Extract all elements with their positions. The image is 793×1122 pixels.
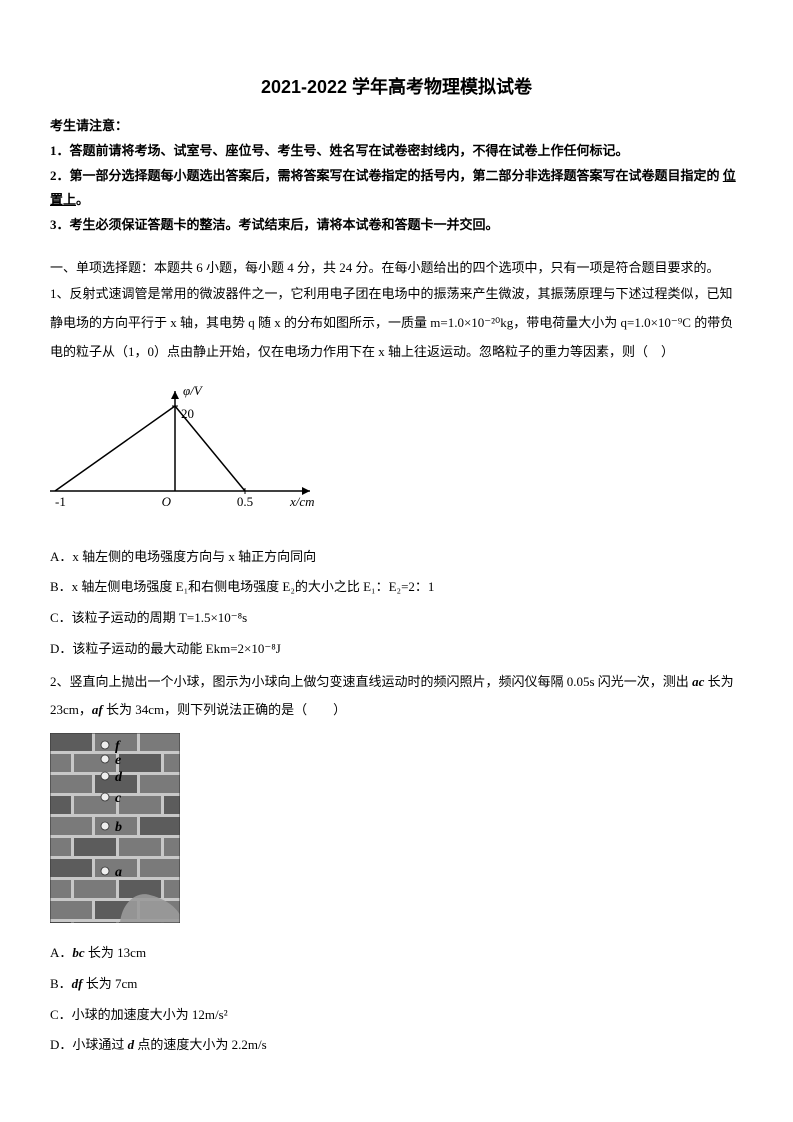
q2-text-pre: 2、竖直向上抛出一个小球，图示为小球向上做匀变速直线运动时的频闪照片，频闪仪每隔… — [50, 674, 692, 689]
svg-text:d: d — [115, 770, 123, 785]
svg-text:a: a — [115, 865, 122, 880]
q2-option-c: C．小球的加速度大小为 12m/s² — [50, 1003, 743, 1028]
q1-option-d: D．该粒子运动的最大动能 Ekm=2×10⁻⁸J — [50, 637, 743, 662]
svg-text:O: O — [162, 494, 172, 509]
notice-header: 考生请注意： — [50, 114, 743, 139]
q2-option-b: B．df 长为 7cm — [50, 972, 743, 997]
q2-optd-pre: D．小球通过 — [50, 1037, 128, 1052]
notice-item-2: 2．第一部分选择题每小题选出答案后，需将答案写在试卷指定的括号内，第二部分非选择… — [50, 164, 743, 213]
photo-svg: fedcba — [50, 733, 180, 923]
q2-var-af: af — [92, 702, 103, 717]
notice-item-1: 1．答题前请将考场、试室号、座位号、考生号、姓名写在试卷密封线内，不得在试卷上作… — [50, 139, 743, 164]
q2-var-ac: ac — [692, 674, 704, 689]
question-2-text: 2、竖直向上抛出一个小球，图示为小球向上做匀变速直线运动时的频闪照片，频闪仪每隔… — [50, 668, 743, 725]
question-2-figure: fedcba — [50, 733, 743, 932]
notice-item-2-pre: 2．第一部分选择题每小题选出答案后，需将答案写在试卷指定的括号内，第二部分非选择… — [50, 168, 720, 183]
svg-text:e: e — [115, 753, 121, 768]
page-title: 2021-2022 学年高考物理模拟试卷 — [50, 70, 743, 104]
q2-optb-pre: B． — [50, 976, 72, 991]
q2-opta-pre: A． — [50, 945, 72, 960]
question-1-figure: φ/V 20 O -1 0.5 x/cm — [50, 376, 743, 535]
q1-option-a: A．x 轴左侧的电场强度方向与 x 轴正方向同向 — [50, 545, 743, 570]
graph-svg: φ/V 20 O -1 0.5 x/cm — [50, 376, 330, 526]
q2-text-mid2: 长为 34cm，则下列说法正确的是（ ） — [103, 702, 346, 717]
svg-text:b: b — [115, 820, 122, 835]
svg-text:0.5: 0.5 — [237, 494, 253, 509]
q2-optb-var: df — [72, 976, 83, 991]
notice-block: 考生请注意： 1．答题前请将考场、试室号、座位号、考生号、姓名写在试卷密封线内，… — [50, 114, 743, 237]
section-1-intro: 一、单项选择题：本题共 6 小题，每小题 4 分，共 24 分。在每小题给出的四… — [50, 256, 743, 281]
svg-text:20: 20 — [181, 406, 194, 421]
svg-text:x/cm: x/cm — [289, 494, 315, 509]
q2-option-d: D．小球通过 d 点的速度大小为 2.2m/s — [50, 1033, 743, 1058]
svg-text:c: c — [115, 791, 122, 806]
notice-item-2-post: 。 — [76, 192, 89, 207]
q2-opta-var: bc — [72, 945, 84, 960]
q1-option-b: B．x 轴左侧电场强度 E₁和右侧电场强度 E₂的大小之比 E₁：E₂=2：1 — [50, 575, 743, 600]
notice-item-3: 3．考生必须保证答题卡的整洁。考试结束后，请将本试卷和答题卡一并交回。 — [50, 213, 743, 238]
svg-text:φ/V: φ/V — [183, 383, 204, 398]
question-1-text: 1、反射式速调管是常用的微波器件之一，它利用电子团在电场中的振荡来产生微波，其振… — [50, 280, 743, 366]
q2-opta-post: 长为 13cm — [85, 945, 146, 960]
q1-option-c: C．该粒子运动的周期 T=1.5×10⁻⁸s — [50, 606, 743, 631]
q2-optd-post: 点的速度大小为 2.2m/s — [134, 1037, 267, 1052]
q2-optb-post: 长为 7cm — [83, 976, 138, 991]
q2-option-a: A．bc 长为 13cm — [50, 941, 743, 966]
svg-text:-1: -1 — [55, 494, 66, 509]
